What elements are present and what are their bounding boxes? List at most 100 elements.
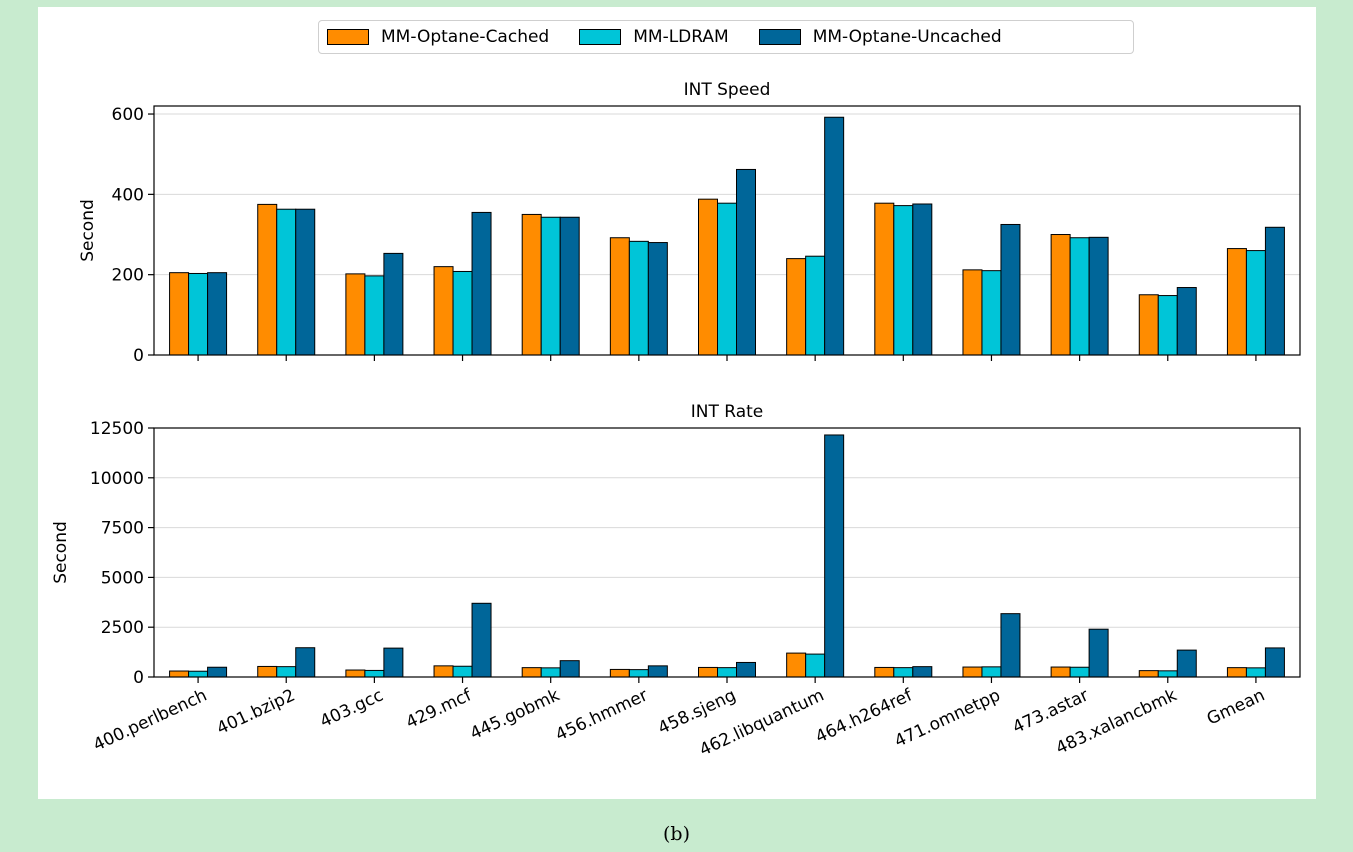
bar-mm-ldram-401.bzip2 <box>276 666 297 678</box>
bar-mm-optane-uncached-458.sjeng <box>736 168 756 356</box>
y-tick-label: 12500 <box>90 419 144 439</box>
bar-mm-ldram-429.mcf <box>452 270 473 356</box>
bar-mm-optane-cached-471.omnetpp <box>962 666 983 678</box>
bar-mm-optane-cached-473.astar <box>1050 234 1071 356</box>
bar-mm-optane-cached-483.xalancbmk <box>1138 294 1159 356</box>
y-tick-label: 400 <box>112 185 144 205</box>
bar-mm-optane-cached-462.libquantum <box>786 652 807 678</box>
bar-mm-optane-cached-445.gobmk <box>521 213 542 356</box>
bar-mm-ldram-473.astar <box>1069 666 1090 678</box>
bar-mm-ldram-471.omnetpp <box>981 666 1002 678</box>
y-tick-label: 600 <box>112 105 144 125</box>
bar-mm-ldram-464.h264ref <box>893 205 914 356</box>
bar-mm-ldram-445.gobmk <box>540 216 561 356</box>
bar-mm-optane-uncached-445.gobmk <box>559 660 580 678</box>
bar-mm-optane-uncached-473.astar <box>1088 236 1109 356</box>
bar-mm-ldram-464.h264ref <box>893 667 914 678</box>
bar-mm-optane-cached-464.h264ref <box>874 202 895 356</box>
bar-mm-optane-cached-458.sjeng <box>698 666 718 678</box>
y-tick-label: 7500 <box>101 519 144 539</box>
legend-label-optane-uncached: MM-Optane-Uncached <box>812 27 1002 47</box>
legend-swatch-ldram <box>579 29 622 45</box>
bar-mm-optane-uncached-401.bzip2 <box>295 208 316 356</box>
bar-mm-ldram-483.xalancbmk <box>1157 670 1178 678</box>
bar-mm-optane-uncached-464.h264ref <box>912 666 933 678</box>
chart-panel-0: 0 200 400 600 INT Speed Second <box>78 80 1301 366</box>
bar-mm-optane-cached-403.gcc <box>345 273 366 356</box>
bar-mm-optane-cached-403.gcc <box>345 669 366 678</box>
legend-item-ldram: MM-LDRAM <box>579 27 729 47</box>
legend-label-optane-cached: MM-Optane-Cached <box>381 27 550 47</box>
bar-mm-optane-cached-456.hmmer <box>609 237 630 356</box>
bar-mm-optane-cached-462.libquantum <box>786 258 807 356</box>
bar-mm-ldram-400.perlbench <box>188 272 209 356</box>
bar-mm-ldram-462.libquantum <box>805 255 826 356</box>
bar-mm-optane-uncached-403.gcc <box>383 647 404 678</box>
bar-mm-optane-uncached-429.mcf <box>471 211 492 356</box>
legend-label-ldram: MM-LDRAM <box>633 27 729 47</box>
bar-mm-optane-uncached-458.sjeng <box>736 661 756 678</box>
bar-mm-optane-cached-400.perlbench <box>169 670 190 678</box>
x-tick-label: 456.hmmer <box>553 685 651 745</box>
chart-panel-1: 0 2500 5000 7500 10000 12500 INT Rate Second 400… <box>51 402 1301 761</box>
x-tick-label: 445.gobmk <box>467 685 563 744</box>
bar-mm-optane-uncached-473.astar <box>1088 628 1109 678</box>
y-tick-label: 0 <box>133 346 144 366</box>
bar-mm-optane-uncached-445.gobmk <box>559 216 580 356</box>
legend-item-optane-uncached: MM-Optane-Uncached <box>758 27 1002 47</box>
bar-mm-optane-cached-483.xalancbmk <box>1138 670 1159 678</box>
bar-mm-optane-cached-400.perlbench <box>169 272 190 356</box>
bar-mm-optane-uncached-456.hmmer <box>647 242 668 356</box>
y-tick-label: 2500 <box>101 618 144 638</box>
y-tick-label: 10000 <box>90 469 144 489</box>
bar-mm-optane-cached-464.h264ref <box>874 666 895 678</box>
bar-mm-ldram-Gmean <box>1245 667 1266 678</box>
bar-mm-ldram-Gmean <box>1245 250 1266 356</box>
legend-swatch-optane-cached <box>327 29 369 45</box>
bar-mm-optane-uncached-456.hmmer <box>647 665 668 678</box>
bar-mm-optane-uncached-401.bzip2 <box>295 647 316 678</box>
bar-mm-optane-cached-429.mcf <box>433 266 454 356</box>
bar-mm-optane-cached-429.mcf <box>433 665 454 678</box>
y-tick-label: 200 <box>112 266 144 286</box>
x-tick-label: 401.bzip2 <box>214 685 298 739</box>
bar-mm-optane-uncached-Gmean <box>1264 226 1285 356</box>
chart-title: INT Speed <box>684 80 771 100</box>
bar-mm-optane-cached-458.sjeng <box>698 198 718 356</box>
bar-mm-ldram-462.libquantum <box>805 653 826 678</box>
bar-mm-ldram-400.perlbench <box>188 670 209 678</box>
bar-mm-ldram-429.mcf <box>452 665 473 678</box>
x-tick-label: 429.mcf <box>403 685 476 733</box>
legend-swatch-optane-uncached <box>758 29 801 45</box>
x-tick-label: Gmean <box>1204 685 1268 729</box>
bar-mm-ldram-471.omnetpp <box>981 270 1002 356</box>
bar-mm-optane-cached-Gmean <box>1226 667 1247 678</box>
bar-mm-optane-cached-401.bzip2 <box>257 665 278 678</box>
bar-mm-ldram-458.sjeng <box>717 667 737 678</box>
chart-title: INT Rate <box>691 402 764 422</box>
bar-mm-optane-uncached-429.mcf <box>471 602 492 678</box>
bar-mm-ldram-483.xalancbmk <box>1157 295 1178 356</box>
bar-mm-optane-cached-445.gobmk <box>521 667 542 678</box>
bar-mm-optane-uncached-471.omnetpp <box>1000 223 1021 356</box>
bar-mm-optane-uncached-400.perlbench <box>207 666 228 678</box>
bar-mm-ldram-456.hmmer <box>628 669 649 678</box>
legend-item-optane-cached: MM-Optane-Cached <box>327 27 549 47</box>
x-tick-label: 400.perlbench <box>90 685 210 755</box>
bar-mm-optane-cached-Gmean <box>1226 248 1247 356</box>
bar-mm-optane-uncached-Gmean <box>1264 647 1285 678</box>
bar-mm-optane-uncached-483.xalancbmk <box>1176 649 1197 678</box>
bar-mm-optane-uncached-462.libquantum <box>824 116 845 356</box>
bar-mm-ldram-403.gcc <box>364 669 385 678</box>
bar-mm-ldram-403.gcc <box>364 275 385 356</box>
bar-mm-optane-uncached-483.xalancbmk <box>1176 287 1197 356</box>
bar-mm-optane-cached-471.omnetpp <box>962 269 983 356</box>
y-tick-label: 0 <box>133 668 144 688</box>
figure-caption: (b) <box>663 823 690 845</box>
bar-mm-optane-uncached-462.libquantum <box>824 434 845 678</box>
axes-frame <box>153 427 1301 678</box>
bar-mm-optane-uncached-471.omnetpp <box>1000 613 1021 678</box>
bar-mm-optane-uncached-403.gcc <box>383 252 404 356</box>
bar-mm-optane-cached-473.astar <box>1050 666 1071 678</box>
x-tick-label: 403.gcc <box>317 685 386 732</box>
